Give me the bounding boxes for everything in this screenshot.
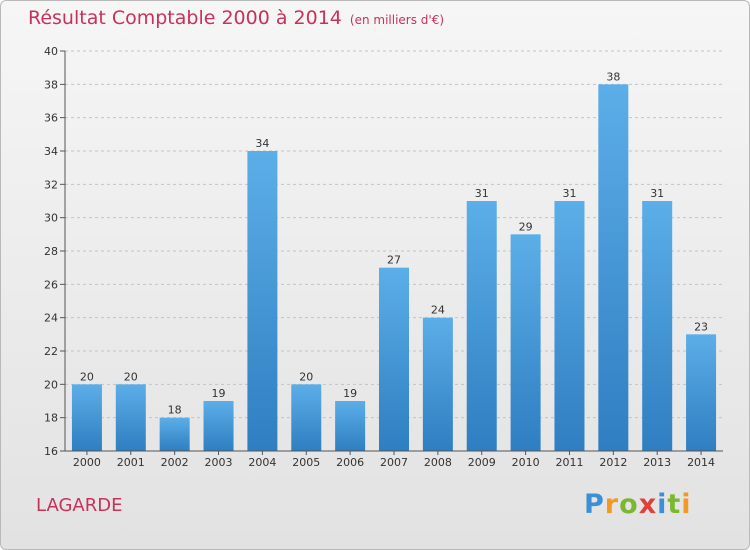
y-tick-label: 28 xyxy=(44,245,58,258)
bar xyxy=(159,417,190,451)
axes xyxy=(64,51,723,452)
data-label: 19 xyxy=(212,387,226,400)
y-tick-label: 36 xyxy=(44,112,58,125)
x-tick-label: 2013 xyxy=(643,456,671,469)
chart-title-text: Résultat Comptable 2000 à 2014 xyxy=(28,7,342,29)
y-tick-label: 16 xyxy=(44,445,58,458)
data-label: 31 xyxy=(475,187,489,200)
bar xyxy=(379,267,409,451)
bar xyxy=(686,334,717,451)
y-tick-label: 40 xyxy=(44,45,58,58)
x-tick-label: 2004 xyxy=(248,456,276,469)
x-tick-label: 2000 xyxy=(73,456,101,469)
x-tick-label: 2007 xyxy=(380,456,408,469)
x-tick-label: 2009 xyxy=(468,456,496,469)
chart-subtitle: (en milliers d'€) xyxy=(349,13,445,27)
y-tick-label: 24 xyxy=(44,312,58,325)
data-labels: 20 20 18 19 34 20 19 27 24 31 29 31 38 31 23 xyxy=(80,70,708,416)
data-label: 34 xyxy=(255,137,269,150)
bar xyxy=(466,201,497,451)
data-label: 29 xyxy=(519,220,533,233)
data-label: 23 xyxy=(694,320,708,333)
x-tick-label: 2002 xyxy=(161,456,189,469)
logo-letter: i xyxy=(681,489,692,520)
bar xyxy=(598,84,629,451)
bar xyxy=(422,317,453,451)
bar xyxy=(71,384,102,451)
logo-letter: t xyxy=(667,489,682,520)
y-tick-label: 30 xyxy=(44,212,58,225)
logo-letter: i xyxy=(657,489,668,520)
logo-letter: P xyxy=(584,489,605,520)
data-label: 18 xyxy=(168,404,182,417)
logo-letter: r xyxy=(604,489,620,520)
logo-letter: x xyxy=(638,489,658,520)
data-label: 38 xyxy=(606,70,620,83)
x-tick-label: 2006 xyxy=(336,456,364,469)
x-tick-label: 2012 xyxy=(599,456,627,469)
data-label: 24 xyxy=(431,304,445,317)
bar xyxy=(510,234,541,451)
x-tick-label: 2008 xyxy=(424,456,452,469)
data-label: 20 xyxy=(80,370,94,383)
x-tick-label: 2014 xyxy=(687,456,715,469)
y-tick-label: 22 xyxy=(44,345,58,358)
chart-title: Résultat Comptable 2000 à 2014 (en millie… xyxy=(28,7,444,29)
data-label: 27 xyxy=(387,254,401,267)
bar xyxy=(642,201,673,451)
x-axis-ticks: 2000 2001 2002 2003 2004 2005 2006 2007 2008 2009… xyxy=(73,451,715,469)
bar xyxy=(335,401,366,451)
x-tick-label: 2010 xyxy=(512,456,540,469)
bar xyxy=(203,401,234,451)
bar xyxy=(115,384,146,451)
bar xyxy=(291,384,322,451)
data-label: 20 xyxy=(299,370,313,383)
proxiti-logo: Proxiti xyxy=(584,489,692,520)
y-axis-ticks: 16 18 20 22 24 26 28 30 32 34 36 38 40 xyxy=(44,45,65,458)
y-tick-label: 20 xyxy=(44,378,58,391)
x-tick-label: 2005 xyxy=(292,456,320,469)
y-tick-label: 26 xyxy=(44,278,58,291)
data-label: 20 xyxy=(124,370,138,383)
y-tick-label: 32 xyxy=(44,178,58,191)
x-tick-label: 2001 xyxy=(117,456,145,469)
data-label: 31 xyxy=(650,187,664,200)
y-tick-label: 38 xyxy=(44,78,58,91)
y-tick-label: 18 xyxy=(44,412,58,425)
bar xyxy=(554,201,585,451)
x-tick-label: 2011 xyxy=(555,456,583,469)
logo-letter: o xyxy=(619,489,639,520)
bar xyxy=(247,151,278,451)
x-tick-label: 2003 xyxy=(205,456,233,469)
bars xyxy=(71,84,717,451)
commune-name: LAGARDE xyxy=(36,495,123,516)
y-tick-label: 34 xyxy=(44,145,58,158)
data-label: 31 xyxy=(562,187,576,200)
data-label: 19 xyxy=(343,387,357,400)
